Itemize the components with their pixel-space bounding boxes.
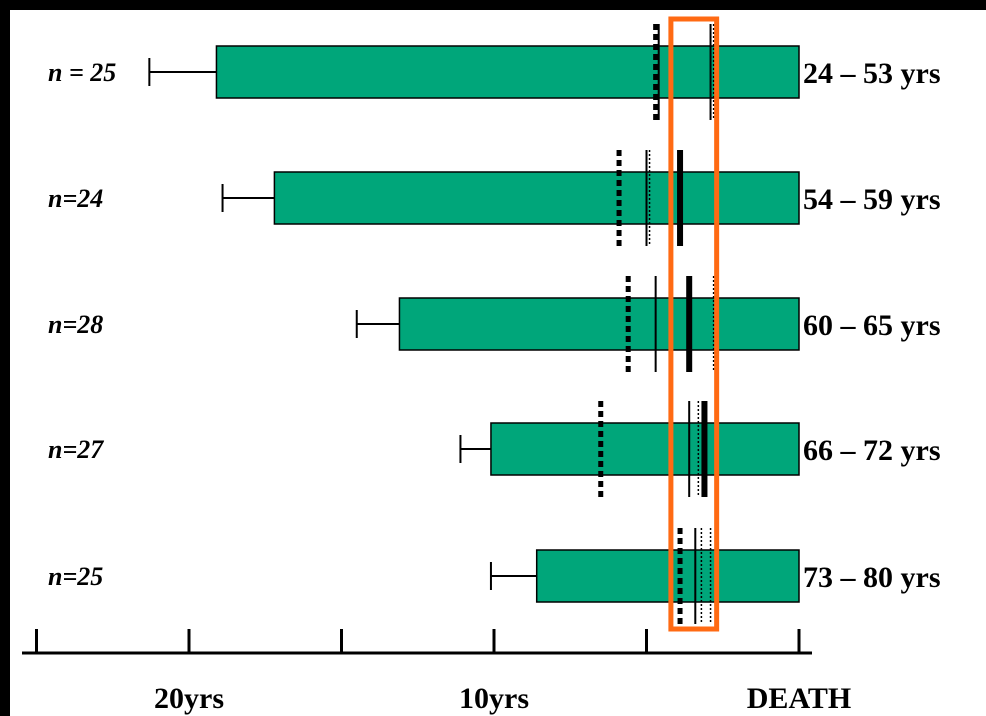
n-label: n=24: [48, 184, 103, 213]
age-group-label: 66 – 72 yrs: [803, 434, 941, 467]
highlight-box: [668, 16, 720, 632]
bar: [490, 422, 800, 476]
n-label: n = 25: [48, 58, 116, 87]
chart-svg: n = 25 24 – 53 yrs n=24 54 – 59 yrs n=28 60 –…: [22, 16, 941, 715]
bar: [398, 297, 800, 351]
n-label: n=25: [48, 562, 103, 591]
age-group-label: 24 – 53 yrs: [803, 57, 941, 90]
n-label: n=27: [48, 435, 104, 464]
age-group-label: 73 – 80 yrs: [803, 561, 941, 594]
age-group-label: 54 – 59 yrs: [803, 183, 941, 216]
bar: [215, 45, 800, 99]
age-group-label: 60 – 65 yrs: [803, 309, 941, 342]
n-label: n=28: [48, 310, 103, 339]
chart-panel: n = 25 24 – 53 yrs n=24 54 – 59 yrs n=28 60 –…: [10, 10, 986, 716]
bar: [273, 171, 800, 225]
x-tick-label: 20yrs: [154, 682, 224, 715]
x-tick-label: DEATH: [747, 682, 851, 715]
bar: [535, 549, 800, 603]
x-tick-label: 10yrs: [459, 682, 529, 715]
